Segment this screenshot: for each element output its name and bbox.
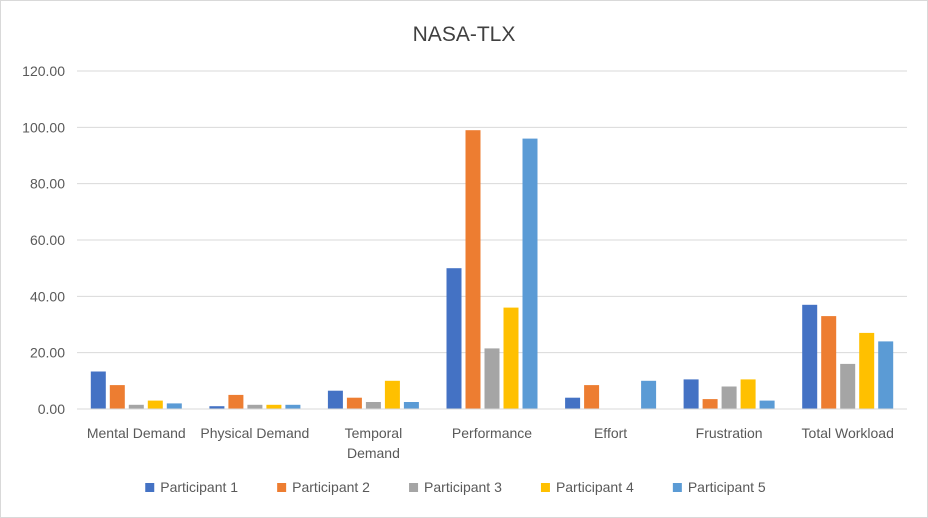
bar-participant-3 [365, 402, 381, 409]
bar-participant-5 [522, 138, 538, 409]
legend-item: Participant 2 [277, 479, 370, 495]
bar-participant-2 [821, 316, 837, 409]
legend-swatch [409, 483, 419, 492]
y-tick-label: 0.00 [38, 401, 65, 417]
x-category-label: Mental Demand [87, 425, 186, 441]
chart-title: NASA-TLX [413, 23, 516, 46]
bar-participant-5 [641, 380, 657, 409]
bar-participant-1 [683, 379, 699, 409]
bar-participant-1 [565, 397, 581, 409]
bar-participant-1 [90, 371, 106, 409]
gridlines [77, 70, 907, 354]
legend-swatch [277, 483, 287, 492]
legend-label: Participant 3 [424, 479, 502, 495]
legend: Participant 1 Participant 2 Participant 3 P… [145, 479, 766, 495]
legend-item: Participant 1 [145, 479, 238, 495]
bar-participant-2 [346, 397, 362, 409]
legend-label: Participant 2 [292, 479, 370, 495]
bar-participant-1 [209, 406, 225, 409]
legend-label: Participant 1 [160, 479, 238, 495]
legend-swatch [540, 483, 550, 492]
bar-participant-5 [878, 341, 894, 409]
bar-participant-2 [465, 130, 481, 409]
y-axis-ticks: 0.00 20.00 40.00 60.00 80.00 100.00 120.00 [22, 63, 65, 417]
bar-participant-2 [702, 399, 718, 409]
bar-participant-5 [285, 404, 301, 409]
legend-item: Participant 3 [409, 479, 502, 495]
legend-item: Participant 4 [540, 479, 634, 495]
bar-participant-2 [584, 385, 600, 409]
x-category-label: Frustration [696, 425, 763, 441]
bar-participant-5 [403, 402, 419, 409]
y-tick-label: 120.00 [22, 63, 65, 79]
bar-participant-4 [384, 380, 400, 409]
bar-participant-5 [759, 400, 775, 409]
legend-label: Participant 5 [688, 479, 766, 495]
bar-participant-3 [721, 386, 737, 409]
x-category-label: Physical Demand [200, 425, 309, 441]
bar-participant-4 [503, 307, 519, 409]
bar-participant-5 [166, 403, 182, 409]
bar-participant-1 [446, 268, 462, 409]
x-category-label: Temporal Demand [345, 425, 403, 461]
bars [90, 130, 894, 409]
y-tick-label: 60.00 [30, 232, 65, 248]
bar-participant-4 [147, 400, 163, 409]
x-category-label: Performance [452, 425, 532, 441]
bar-participant-1 [802, 304, 818, 409]
x-axis-category-labels: Mental Demand Physical Demand Temporal Dema… [87, 425, 894, 461]
bar-participant-3 [247, 404, 263, 409]
legend-swatch [672, 483, 682, 492]
bar-participant-3 [128, 404, 144, 409]
y-tick-label: 40.00 [30, 288, 65, 304]
y-tick-label: 20.00 [30, 345, 65, 361]
x-category-label: Effort [594, 425, 627, 441]
bar-participant-4 [266, 404, 282, 409]
bar-participant-3 [484, 348, 500, 409]
legend-item: Participant 5 [672, 479, 766, 495]
x-category-label: Total Workload [802, 425, 894, 441]
bar-participant-4 [740, 379, 756, 409]
bar-participant-1 [327, 390, 343, 409]
bar-participant-2 [228, 394, 244, 409]
legend-label: Participant 4 [556, 479, 634, 495]
legend-swatch [145, 483, 155, 492]
bar-participant-3 [840, 363, 856, 409]
y-tick-label: 100.00 [22, 119, 65, 135]
y-tick-label: 80.00 [30, 176, 65, 192]
bar-participant-4 [859, 332, 875, 409]
bar-participant-2 [109, 385, 125, 409]
